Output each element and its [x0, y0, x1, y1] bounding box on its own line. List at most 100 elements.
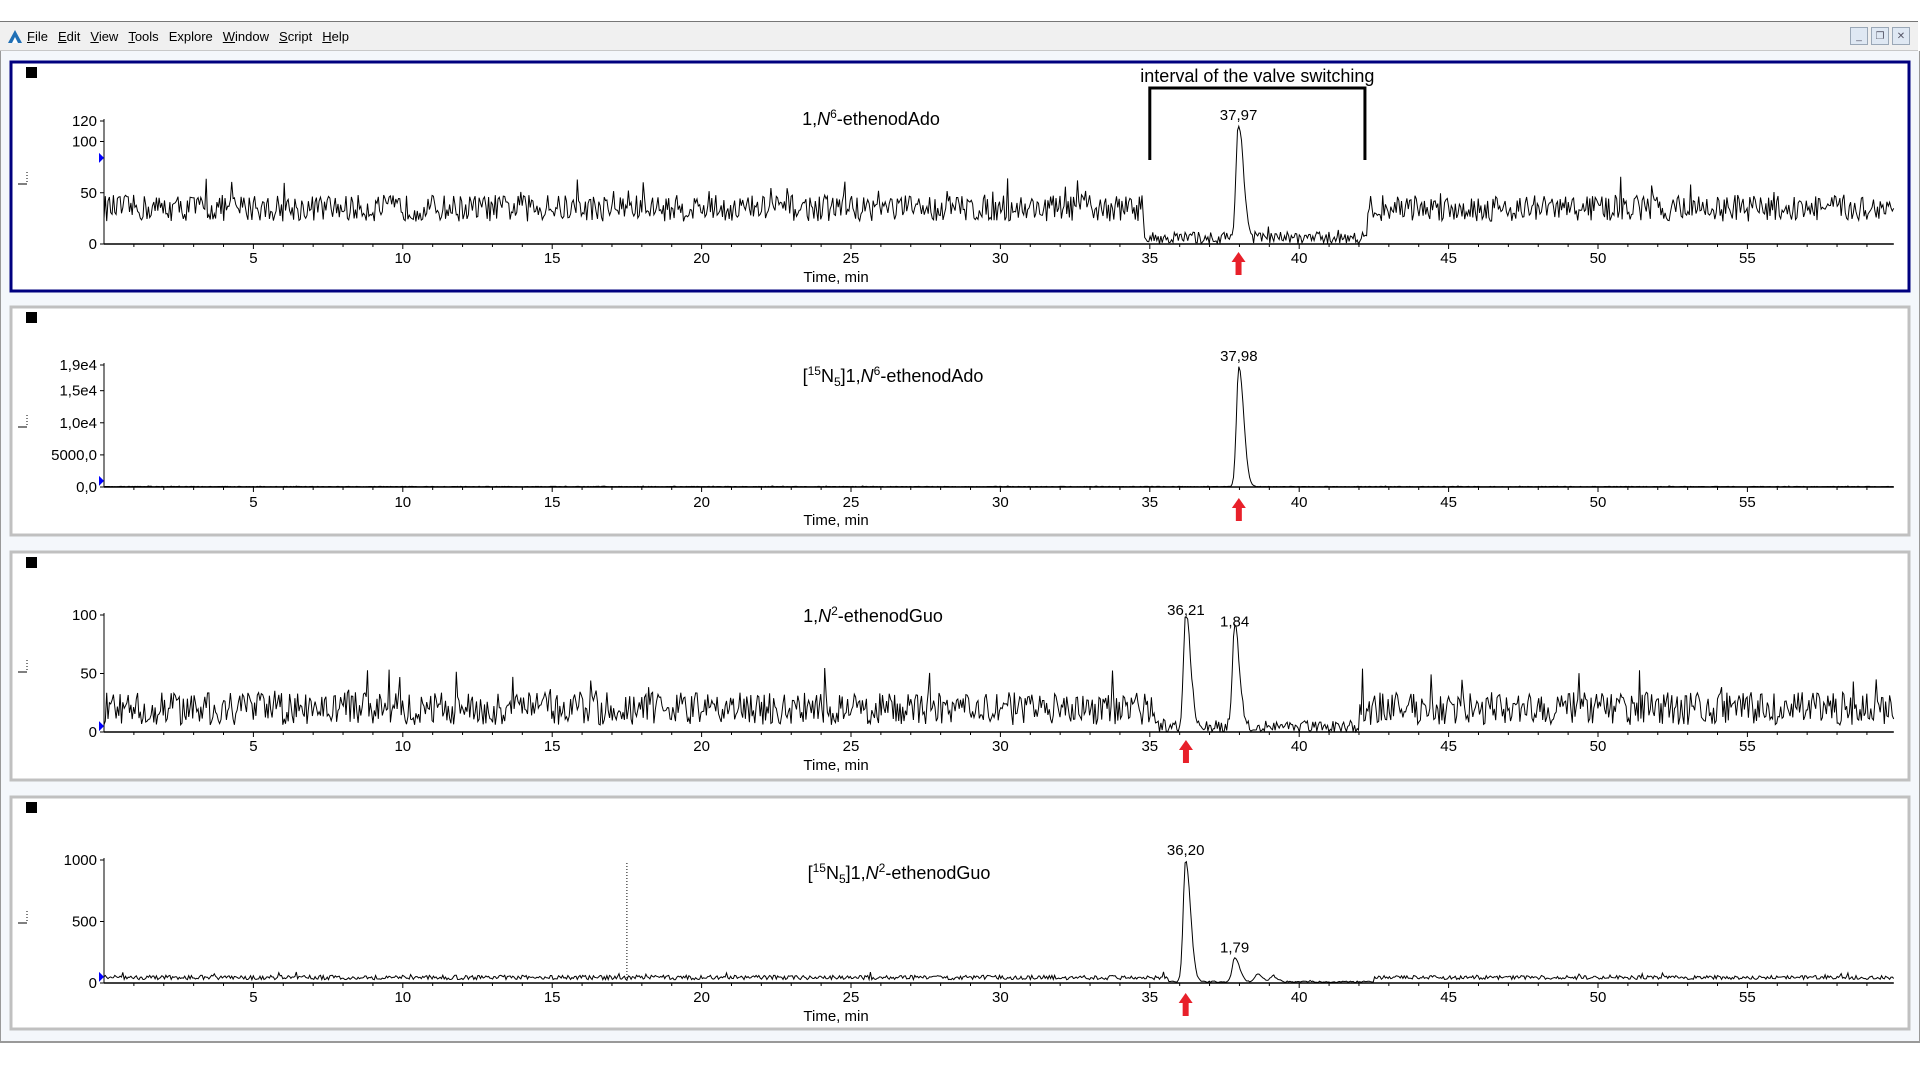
x-tick-label: 15: [544, 250, 561, 267]
title-segment: 6: [830, 107, 837, 121]
title-segment: -ethenodGuo: [885, 863, 990, 883]
y-tick-label: 50: [80, 666, 97, 683]
x-tick-label: 45: [1440, 989, 1457, 1006]
axis-options-icon: [18, 172, 28, 185]
title-segment: 5: [834, 375, 841, 389]
y-tick-label: 100: [72, 607, 97, 624]
peak-label: 1,79: [1220, 939, 1249, 956]
y-tick-label: 120: [72, 113, 97, 130]
chart-panel-2[interactable]: 5 10 15 20 25 30 35 40 45 50 55 Time, min 0,0 5000,0 1…: [9, 305, 1911, 537]
window-buttons: _ ❐ ✕: [1850, 27, 1910, 45]
peak-label: 37,98: [1220, 348, 1258, 365]
threshold-marker-icon: [99, 721, 104, 732]
y-tick-label: 1,9e4: [59, 357, 97, 374]
x-tick-label: 5: [249, 250, 257, 267]
red-arrow-icon: [1178, 993, 1193, 1016]
x-axis-label: Time, min: [803, 1008, 868, 1025]
x-axis-label: Time, min: [803, 269, 868, 286]
y-tick-label: 0: [89, 236, 97, 253]
chromatogram-trace: [103, 366, 1894, 488]
close-button[interactable]: ✕: [1892, 27, 1910, 45]
x-axis-label: Time, min: [803, 757, 868, 774]
app-logo-icon: [8, 30, 22, 43]
trace-title: 1,N6-ethenodAdo: [802, 107, 940, 129]
menu-bar: File Edit View Tools Explore Window Script Help…: [0, 21, 1918, 52]
menu-help[interactable]: Help: [322, 28, 349, 44]
title-segment: N: [821, 366, 834, 386]
menu-edit[interactable]: Edit: [57, 28, 81, 44]
title-segment: N: [861, 366, 875, 386]
title-segment: -ethenodAdo: [880, 366, 983, 386]
title-segment: [: [803, 366, 808, 386]
title-segment: 6: [874, 364, 881, 378]
x-tick-label: 15: [544, 738, 561, 755]
x-tick-label: 30: [992, 494, 1009, 511]
y-tick-label: 1,0e4: [59, 415, 97, 432]
menu-file[interactable]: File: [27, 28, 48, 44]
x-tick-label: 35: [1141, 250, 1158, 267]
trace-title: [15N5]1,N2-ethenodGuo: [808, 861, 991, 886]
title-segment: 1,: [802, 109, 817, 129]
x-tick-label: 40: [1291, 989, 1308, 1006]
x-tick-label: 10: [394, 250, 411, 267]
x-tick-label: 50: [1590, 738, 1607, 755]
x-tick-label: 25: [843, 989, 860, 1006]
chart-panel-3[interactable]: 5 10 15 20 25 30 35 40 45 50 55 Time, min 0 50 100 1,N2…: [9, 550, 1911, 782]
x-tick-label: 5: [249, 989, 257, 1006]
panel-frame: [9, 305, 1911, 537]
threshold-marker-icon: [99, 475, 104, 486]
x-tick-label: 20: [693, 989, 710, 1006]
axis-options-icon: [18, 911, 28, 924]
peak-label: 36,21: [1167, 602, 1205, 619]
chromatogram-trace: [103, 124, 1895, 246]
x-tick-label: 30: [992, 989, 1009, 1006]
red-arrow-icon: [1178, 740, 1193, 763]
minimize-button[interactable]: _: [1850, 27, 1868, 45]
panel-handle-icon: [26, 557, 37, 568]
title-segment: ]1,: [846, 863, 866, 883]
menu-view[interactable]: View: [90, 28, 119, 44]
x-axis-label: Time, min: [803, 512, 868, 529]
x-tick-label: 45: [1440, 494, 1457, 511]
panel-frame: [9, 550, 1911, 782]
y-tick-label: 0: [89, 724, 97, 741]
y-tick-label: 1,5e4: [59, 383, 97, 400]
x-tick-label: 55: [1739, 250, 1756, 267]
panel-frame: [9, 795, 1911, 1031]
x-tick-label: 10: [394, 738, 411, 755]
chromatogram-trace: [103, 616, 1895, 734]
title-segment: ]1,: [841, 366, 861, 386]
menu-window[interactable]: Window: [222, 28, 270, 44]
x-tick-label: 30: [992, 738, 1009, 755]
title-segment: N: [866, 863, 880, 883]
x-tick-label: 55: [1739, 989, 1756, 1006]
restore-button[interactable]: ❐: [1871, 27, 1889, 45]
menu-explore[interactable]: Explore: [168, 28, 213, 44]
peak-label: 36,20: [1167, 842, 1205, 859]
x-tick-label: 10: [394, 494, 411, 511]
chart-panel-1[interactable]: 5 10 15 20 25 30 35 40 45 50 55 Time, min 0 50 100 120 1…: [9, 60, 1911, 293]
x-tick-label: 35: [1141, 989, 1158, 1006]
threshold-marker-icon: [99, 971, 104, 982]
panel-handle-icon: [26, 67, 37, 78]
title-segment: -ethenodAdo: [837, 109, 940, 129]
panel-frame: [9, 60, 1911, 293]
x-tick-label: 40: [1291, 250, 1308, 267]
panel-handle-icon: [26, 312, 37, 323]
menu-script[interactable]: Script: [279, 28, 313, 44]
title-segment: 15: [808, 364, 822, 378]
title-segment: 15: [813, 861, 827, 875]
y-tick-label: 100: [72, 134, 97, 151]
menu-tools[interactable]: Tools: [128, 28, 159, 44]
x-tick-label: 30: [992, 250, 1009, 267]
x-tick-label: 50: [1590, 494, 1607, 511]
title-segment: 1,: [803, 606, 818, 626]
y-tick-label: 5000,0: [51, 447, 97, 464]
x-tick-label: 45: [1440, 738, 1457, 755]
x-tick-label: 35: [1141, 494, 1158, 511]
x-tick-label: 50: [1590, 250, 1607, 267]
trace-title: 1,N2-ethenodGuo: [803, 604, 943, 626]
red-arrow-icon: [1231, 498, 1246, 521]
